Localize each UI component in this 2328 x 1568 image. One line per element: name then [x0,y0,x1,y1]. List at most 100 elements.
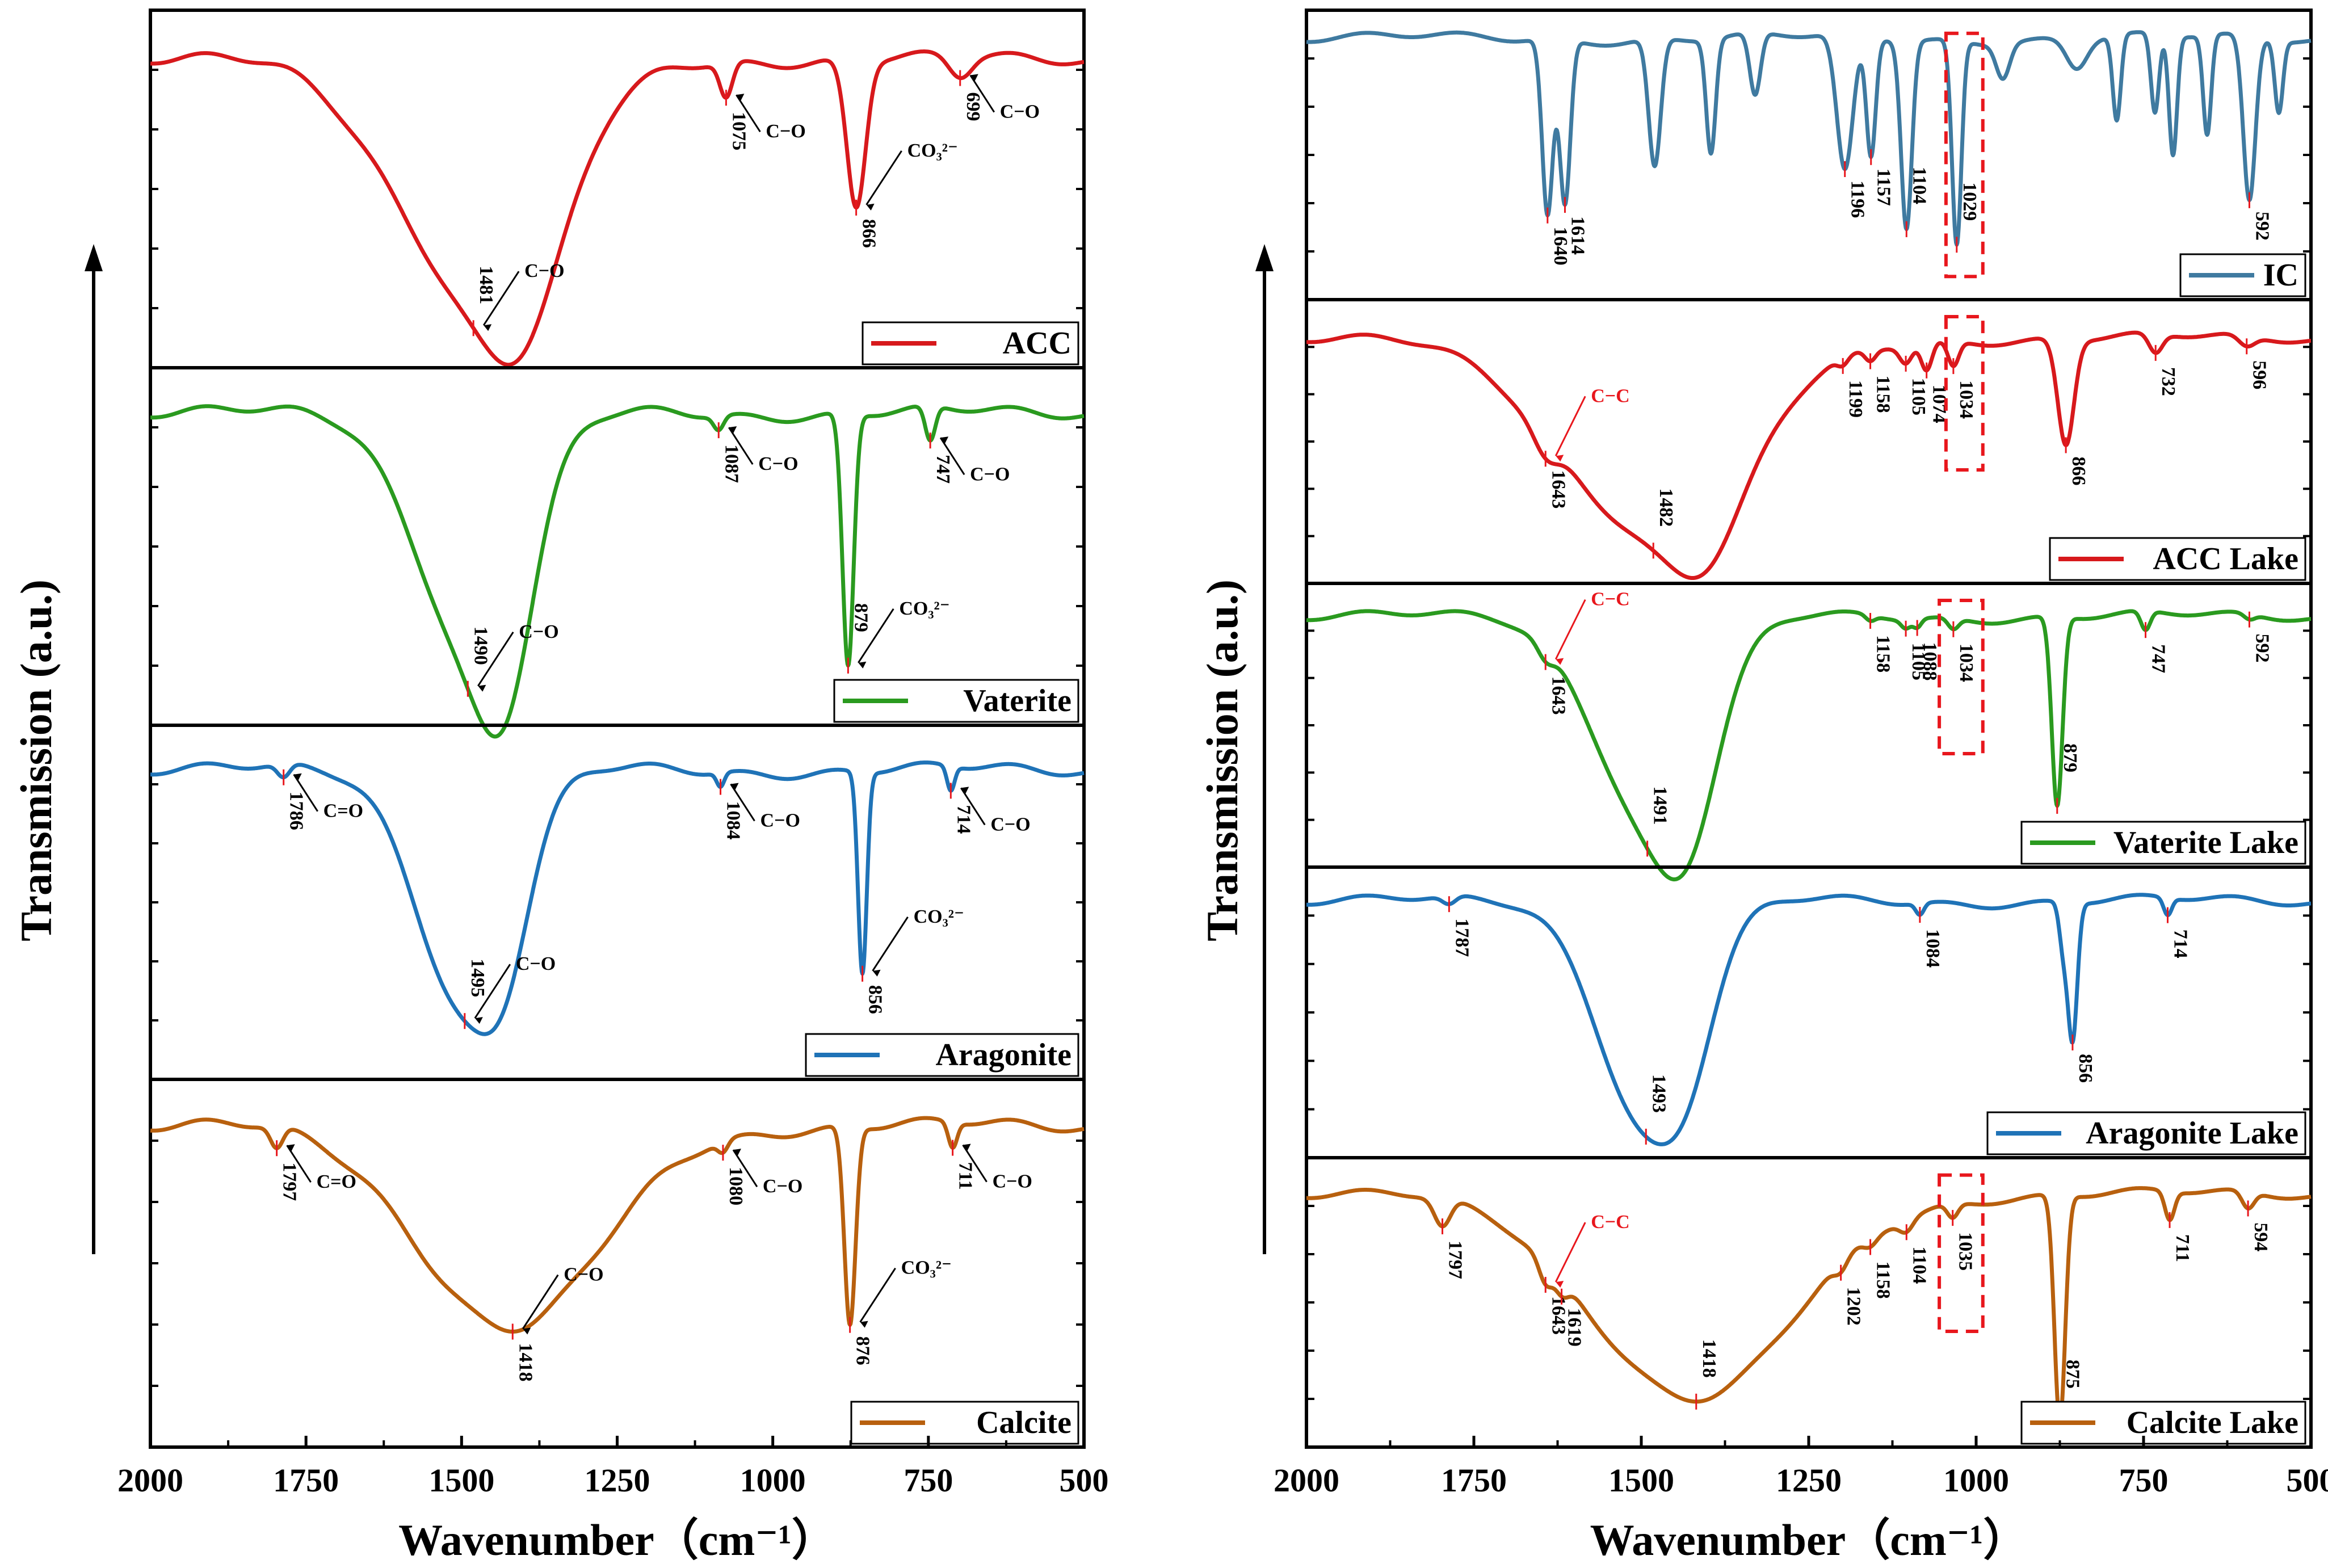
peak-label: 592 [2251,212,2272,241]
peak-label: 879 [2060,743,2081,772]
assignment-label: C−C [1591,589,1629,610]
assignment-label: C=O [323,801,363,822]
assignment-arrowhead [523,1327,531,1335]
assignment-arrow [1554,1222,1586,1283]
assignment-arrow [960,787,986,826]
peak-label: 875 [2062,1360,2083,1389]
x-tick-label: 1000 [740,1462,806,1499]
peak-label: 1158 [1873,635,1894,672]
legend-label: Calcite Lake [2127,1405,2298,1440]
peak-label: 1105 [1908,643,1929,680]
assignment-arrow [477,631,514,687]
assignment-arrowhead [970,74,978,81]
x-tick-label: 1750 [273,1462,339,1499]
spectrum-line [1305,1186,2313,1424]
peak-label: 1035 [1955,1232,1976,1271]
peak-label: 856 [2075,1054,2096,1083]
peak-label: 1088 [1919,642,1940,681]
assignment-label: C−O [516,953,556,974]
assignment-arrow [858,608,894,663]
x-tick-label: 1750 [1441,1462,1507,1499]
assignment-arrowhead [860,1321,868,1328]
peak-label: 1157 [1873,169,1894,206]
legend-label: Vaterite [963,683,1071,718]
assignment-label: C−O [990,814,1030,835]
peak-label: 1202 [1843,1287,1864,1326]
assignment-label: C−O [766,121,805,142]
assignment-arrow [939,437,965,476]
chart-left-pure-caco3: 1481 1075 866 699 C−O CO₃²⁻ C−O C−O ACC 1087 747 14… [11,9,1109,1565]
peak-label: 1080 [725,1167,746,1205]
assignment-label: CO₃²⁻ [901,1258,952,1279]
peak-label: 747 [2148,644,2169,673]
peak-label: 1084 [1922,929,1943,968]
x-tick-label: 2000 [1274,1462,1339,1499]
peak-label: 1034 [1956,380,1977,419]
panel-calcite: 1797 1080 711 1418 876 C=O C−O C−O C−O CO₃²⁻ Calci… [149,1078,1086,1449]
legend-label: Calcite [976,1405,1071,1440]
peak-label: 594 [2250,1222,2271,1251]
assignment-arrow [865,150,902,205]
assignment-label: CO₃²⁻ [914,906,964,927]
assignment-label: C−C [1591,385,1629,406]
assignment-label: CO₃²⁻ [907,140,958,161]
peak-label: 1493 [1648,1074,1669,1113]
assignment-arrowhead [1556,1281,1564,1288]
x-tick-label: 750 [904,1462,953,1499]
assignment-arrowhead [1556,658,1564,665]
x-tick-label: 1250 [585,1462,650,1499]
peak-label: 1619 [1564,1308,1585,1347]
assignment-label: C−O [993,1171,1032,1192]
assignment-arrow [1554,599,1586,660]
peak-label: 596 [2249,360,2270,389]
legend-label: ACC Lake [2153,541,2298,577]
assignment-arrowhead [963,1144,971,1151]
assignment-arrowhead [736,94,745,101]
legend-label: IC [2263,258,2298,293]
x-tick-label: 1500 [428,1462,494,1499]
assignment-arrowhead [474,1017,483,1024]
spectrum-line [1305,330,2313,580]
peak-label: 1640 [1550,227,1571,266]
spectrum-line [1305,30,2313,247]
assignment-arrowhead [287,1144,295,1151]
assignment-arrowhead [940,436,949,444]
peak-label: 1787 [1451,918,1472,957]
assignment-arrowhead [1556,455,1564,462]
peak-label: 879 [850,603,871,632]
legend-label: Vaterite Lake [2113,825,2298,860]
panel-vaterite: 1087 747 1490 879 C−O C−O C−O CO₃²⁻ Vaterite [149,366,1086,739]
legend-label: Aragonite Lake [2086,1116,2298,1151]
assignment-arrow [1554,396,1586,456]
peak-label: 1482 [1655,488,1676,527]
assignment-arrow [962,1144,987,1183]
y-direction-arrowhead [85,244,103,271]
assignment-arrowhead [866,203,875,211]
peak-label: 714 [953,805,974,834]
peak-label: 1029 [1959,182,1980,221]
peak-label: 711 [2172,1234,2193,1262]
legend-label: ACC [1003,326,1071,361]
assignment-arrow [732,1149,758,1187]
assignment-arrowhead [961,787,969,794]
peak-label: 1797 [1445,1241,1466,1279]
assignment-arrow [474,964,511,1019]
assignment-label: C−O [524,260,564,281]
peak-label: 1643 [1548,1296,1569,1335]
assignment-arrow [859,1267,896,1323]
assignment-arrowhead [730,783,739,790]
x-tick-label: 750 [2119,1462,2169,1499]
peak-label: 856 [865,985,886,1014]
peak-label: 1104 [1909,1246,1930,1284]
peak-label: 1075 [728,112,749,150]
spectrum-line [1305,609,2313,882]
assignment-arrowhead [478,684,486,692]
x-tick-label: 1250 [1776,1462,1842,1499]
highlight-box [1944,315,1985,472]
peak-label: 1418 [515,1343,536,1382]
assignment-arrow [293,774,318,812]
